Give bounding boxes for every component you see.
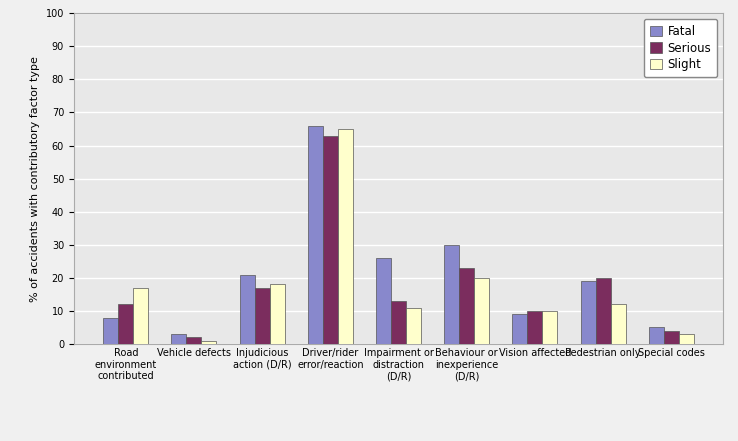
Bar bbox=[187, 337, 201, 344]
Bar bbox=[459, 268, 475, 344]
Bar bbox=[391, 301, 406, 344]
Bar bbox=[118, 304, 134, 344]
Bar bbox=[201, 340, 216, 344]
Bar bbox=[308, 126, 323, 344]
Bar bbox=[663, 331, 679, 344]
Bar bbox=[528, 311, 542, 344]
Bar bbox=[103, 318, 118, 344]
Bar bbox=[475, 278, 489, 344]
Bar bbox=[406, 308, 421, 344]
Bar bbox=[376, 258, 391, 344]
Bar bbox=[610, 304, 626, 344]
Bar bbox=[255, 288, 269, 344]
Bar bbox=[679, 334, 694, 344]
Bar bbox=[134, 288, 148, 344]
Bar bbox=[649, 327, 663, 344]
Bar bbox=[581, 281, 596, 344]
Bar bbox=[269, 284, 285, 344]
Bar bbox=[596, 278, 610, 344]
Bar bbox=[542, 311, 557, 344]
Bar bbox=[512, 314, 528, 344]
Bar bbox=[338, 129, 353, 344]
Bar bbox=[240, 274, 255, 344]
Bar bbox=[444, 245, 459, 344]
Y-axis label: % of accidents with contributory factor type: % of accidents with contributory factor … bbox=[30, 56, 40, 302]
Bar bbox=[171, 334, 187, 344]
Legend: Fatal, Serious, Slight: Fatal, Serious, Slight bbox=[644, 19, 717, 77]
Bar bbox=[323, 136, 338, 344]
